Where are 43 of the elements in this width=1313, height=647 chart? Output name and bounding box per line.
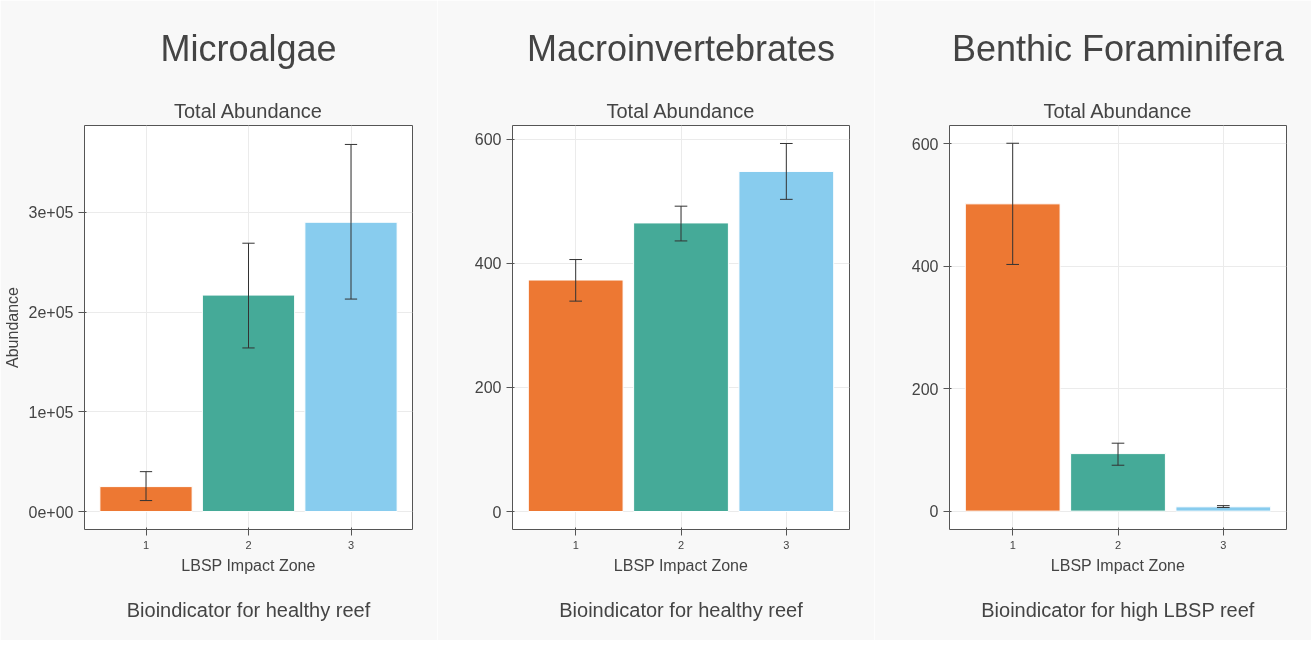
x-tick-label: 2 <box>1114 538 1122 551</box>
bar <box>201 294 296 513</box>
y-tick-label: 2e+05 <box>28 304 74 322</box>
text: Bioindicator for healthy reef <box>126 598 371 621</box>
x-tick-label: 1 <box>142 538 150 551</box>
y-tick-label: 600 <box>911 135 939 153</box>
y-tick-label: 400 <box>911 258 939 276</box>
x-axis-title: LBSP Impact Zone <box>181 556 316 574</box>
x-tick-label: 2 <box>245 538 252 551</box>
y-tick-label: 0 <box>929 503 939 521</box>
bar <box>633 222 729 512</box>
bar <box>964 203 1061 512</box>
chart-title: Benthic Foraminifera <box>951 27 1286 69</box>
y-tick-label: 200 <box>911 380 939 398</box>
y-tick-label: 600 <box>474 131 502 149</box>
x-tick-label: 1 <box>572 538 579 551</box>
bar <box>1070 453 1166 512</box>
bar <box>527 279 624 512</box>
x-tick-label: 3 <box>347 538 355 551</box>
bar <box>1175 506 1272 512</box>
x-axis-title: LBSP Impact Zone <box>613 556 748 574</box>
x-tick-label: 2 <box>677 538 685 551</box>
y-tick-label: 0e+00 <box>28 503 74 521</box>
text: Bioindicator for healthy reef <box>559 598 804 621</box>
x-tick-label: 3 <box>1220 538 1227 551</box>
bar <box>99 486 193 513</box>
x-axis-title: LBSP Impact Zone <box>1050 556 1185 574</box>
y-tick-label: 0 <box>492 503 502 521</box>
bar <box>738 170 835 512</box>
chart-subtitle: Total Abundance <box>606 99 755 122</box>
x-tick-label: 1 <box>1009 538 1016 551</box>
x-tick-label: 3 <box>783 538 790 551</box>
chart-title: Microalgae <box>160 27 337 69</box>
bar <box>304 221 398 513</box>
chart-subtitle: Total Abundance <box>1043 99 1192 122</box>
y-tick-label: 3e+05 <box>28 204 74 222</box>
chart-subtitle: Total Abundance <box>174 99 322 122</box>
y-tick-label: 1e+05 <box>28 403 74 421</box>
text: Bioindicator for high LBSP reef <box>981 598 1255 621</box>
y-tick-label: 200 <box>474 379 502 397</box>
y-axis-title: Abundance <box>3 286 21 368</box>
chart-title: Macroinvertebrates <box>526 27 836 69</box>
y-tick-label: 400 <box>474 255 502 273</box>
